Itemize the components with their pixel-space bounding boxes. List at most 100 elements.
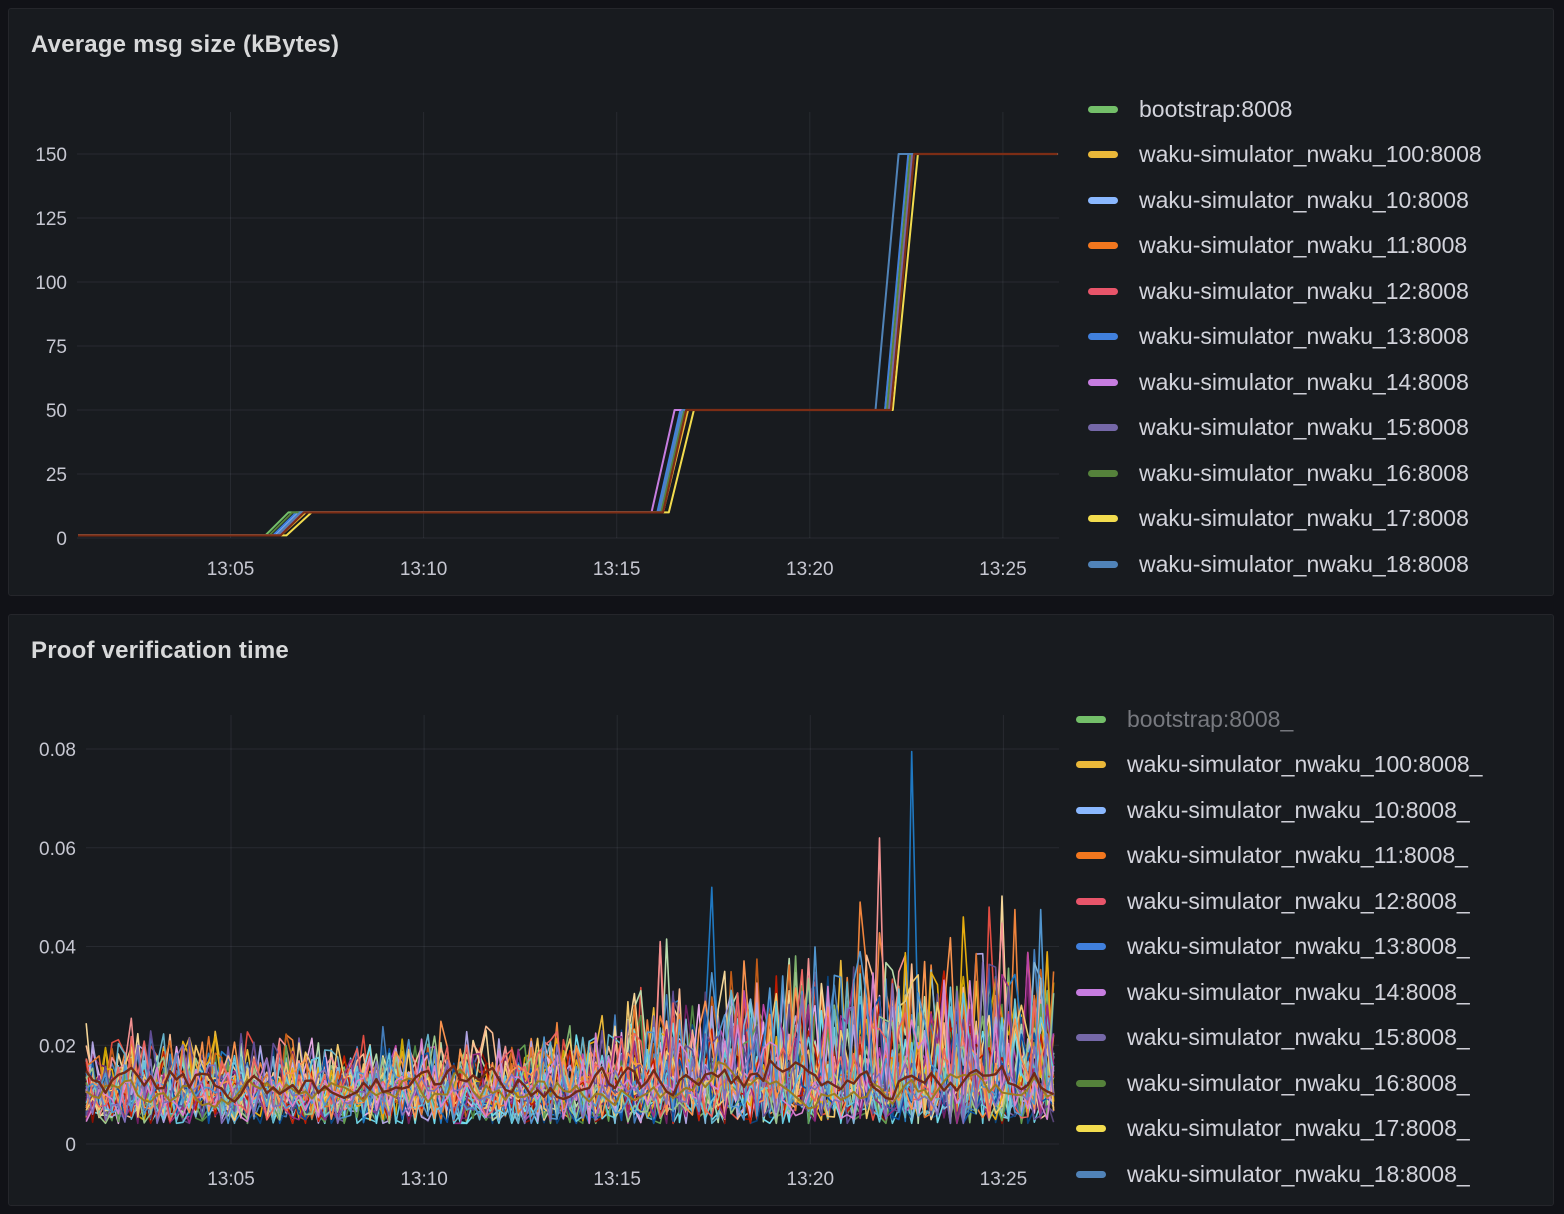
series-color-swatch-icon <box>1088 560 1118 568</box>
series-color-swatch-icon <box>1076 943 1106 950</box>
legend-label: waku-simulator_nwaku_14:8008 <box>1139 368 1469 395</box>
legend-label: waku-simulator_nwaku_16:8008_ <box>1127 1069 1470 1096</box>
legend-item[interactable]: waku-simulator_nwaku_15:8008_ <box>1076 1023 1482 1053</box>
series-line <box>85 961 1055 1125</box>
x-tick-label: 13:05 <box>207 559 255 580</box>
legend-item[interactable]: waku-simulator_nwaku_17:8008_ <box>1076 1114 1482 1144</box>
series-color-swatch-icon <box>1076 1034 1106 1041</box>
legend-item[interactable]: waku-simulator_nwaku_100:8008_ <box>1076 750 1482 780</box>
x-tick-label: 13:15 <box>593 1169 641 1190</box>
y-tick-label: 100 <box>35 273 67 294</box>
series-line <box>78 153 1058 537</box>
x-tick-label: 13:20 <box>787 1169 835 1190</box>
legend-label: waku-simulator_nwaku_11:8008 <box>1139 232 1468 258</box>
legend-label: bootstrap:8008 <box>1139 95 1293 122</box>
legend-label: waku-simulator_nwaku_16:8008 <box>1139 459 1469 486</box>
legend-item[interactable]: waku-simulator_nwaku_12:8008_ <box>1076 886 1482 916</box>
series-color-swatch-icon <box>1076 761 1106 768</box>
legend-item[interactable]: waku-simulator_nwaku_10:8008 <box>1088 185 1482 215</box>
legend-item[interactable]: waku-simulator_nwaku_100:8008 <box>1088 140 1482 170</box>
series-line <box>78 153 1058 537</box>
legend-label: waku-simulator_nwaku_10:8008_ <box>1127 796 1470 823</box>
legend-label: waku-simulator_nwaku_18:8008_ <box>1127 1160 1470 1187</box>
series-line <box>85 906 1055 1121</box>
series-line <box>78 153 1058 537</box>
x-tick-label: 13:25 <box>980 1169 1028 1190</box>
y-tick-label: 0.04 <box>39 938 76 959</box>
series-color-swatch-icon <box>1076 988 1106 996</box>
series-color-swatch-icon <box>1088 469 1118 477</box>
legend-item[interactable]: waku-simulator_nwaku_17:8008 <box>1088 504 1482 534</box>
series-line <box>78 153 1058 537</box>
legend-item[interactable]: waku-simulator_nwaku_13:8008_ <box>1076 932 1482 962</box>
legend-item[interactable]: waku-simulator_nwaku_14:8008_ <box>1076 977 1482 1007</box>
legend-item[interactable]: waku-simulator_nwaku_15:8008 <box>1088 413 1482 443</box>
panel-title[interactable]: Average msg size (kBytes) <box>31 31 340 58</box>
proof-time-chart-canvas[interactable]: 0 0.02 0.04 0.06 0.08 13:05 13:10 13:15 13:20 13:… <box>9 615 1555 1205</box>
series-color-swatch-icon <box>1088 196 1118 204</box>
y-tick-label: 50 <box>46 401 67 422</box>
series-line <box>78 152 1058 537</box>
x-tick-label: 13:25 <box>979 559 1027 580</box>
legend-label: waku-simulator_nwaku_13:8008 <box>1139 323 1469 349</box>
series-color-swatch-icon <box>1088 287 1118 295</box>
legend-item[interactable]: waku-simulator_nwaku_18:8008_ <box>1076 1159 1482 1189</box>
series-color-swatch-icon <box>1076 1170 1106 1178</box>
panel-avg-msg-size: 0 25 50 75 100 125 150 13:05 13:10 13:15 13:20 13:2… <box>8 8 1554 596</box>
legend-item[interactable]: waku-simulator_nwaku_10:8008_ <box>1076 795 1482 825</box>
panel-proof-verification-time: 0 0.02 0.04 0.06 0.08 13:05 13:10 13:15 13:20 13:… <box>8 614 1554 1206</box>
legend-label: waku-simulator_nwaku_15:8008_ <box>1127 1024 1470 1050</box>
y-tick-label: 0.08 <box>39 740 76 761</box>
series-color-swatch-icon <box>1088 151 1118 158</box>
y-tick-label: 75 <box>46 337 67 358</box>
series-color-swatch-icon <box>1088 424 1118 431</box>
panel-title[interactable]: Proof verification time <box>31 637 289 664</box>
legend-label: waku-simulator_nwaku_17:8008_ <box>1127 1115 1470 1141</box>
y-tick-label: 0.02 <box>39 1036 76 1057</box>
x-tick-label: 13:10 <box>400 559 448 580</box>
x-tick-label: 13:10 <box>400 1169 448 1190</box>
legend-label: waku-simulator_nwaku_11:8008_ <box>1127 842 1468 868</box>
legend-label: waku-simulator_nwaku_100:8008 <box>1139 141 1482 167</box>
series-color-swatch-icon <box>1076 806 1106 814</box>
legend: bootstrap:8008_ waku-simulator_nwaku_100:… <box>1076 704 1482 1205</box>
series-line <box>85 1061 1055 1110</box>
series-line <box>78 153 1058 537</box>
series-line <box>78 153 1058 537</box>
legend-item[interactable]: waku-simulator_nwaku_11:8008_ <box>1076 841 1482 871</box>
series-color-swatch-icon <box>1076 715 1106 723</box>
legend-item[interactable]: waku-simulator_nwaku_14:8008 <box>1088 367 1482 397</box>
legend-item[interactable]: waku-simulator_nwaku_16:8008_ <box>1076 1068 1482 1098</box>
legend-label: waku-simulator_nwaku_18:8008 <box>1139 550 1469 577</box>
series-color-swatch-icon <box>1076 1079 1106 1087</box>
legend-label: waku-simulator_nwaku_100:8008_ <box>1127 751 1483 777</box>
y-tick-label: 150 <box>35 145 67 166</box>
series-line <box>78 153 1058 537</box>
legend-item[interactable]: waku-simulator_nwaku_12:8008 <box>1088 276 1482 306</box>
legend-label: waku-simulator_nwaku_15:8008 <box>1139 414 1469 440</box>
legend-item[interactable]: waku-simulator_nwaku_18:8008 <box>1088 549 1482 579</box>
legend-item[interactable]: bootstrap:8008 <box>1088 94 1482 124</box>
series-color-swatch-icon <box>1088 378 1118 386</box>
x-tick-label: 13:05 <box>207 1169 255 1190</box>
legend-label: waku-simulator_nwaku_13:8008_ <box>1127 933 1470 959</box>
series-color-swatch-icon <box>1076 897 1106 905</box>
y-tick-label: 25 <box>46 465 67 486</box>
legend-label: waku-simulator_nwaku_12:8008_ <box>1127 887 1470 914</box>
legend-item[interactable]: waku-simulator_nwaku_11:8008 <box>1088 231 1482 261</box>
y-tick-label: 125 <box>35 209 67 230</box>
x-tick-label: 13:20 <box>786 559 834 580</box>
series-color-swatch-icon <box>1088 333 1118 340</box>
legend-item[interactable]: waku-simulator_nwaku_13:8008 <box>1088 322 1482 352</box>
y-tick-label: 0 <box>65 1135 76 1156</box>
msg-size-chart-canvas[interactable]: 0 25 50 75 100 125 150 13:05 13:10 13:15 13:20 13:2… <box>9 9 1555 595</box>
series-line <box>78 153 1058 537</box>
series-color-swatch-icon <box>1088 515 1118 522</box>
y-tick-label: 0.06 <box>39 839 76 860</box>
legend-item[interactable]: bootstrap:8008_ <box>1076 704 1482 734</box>
legend-item[interactable]: waku-simulator_nwaku_16:8008 <box>1088 458 1482 488</box>
series-color-swatch-icon <box>1076 1125 1106 1132</box>
legend-label: waku-simulator_nwaku_14:8008_ <box>1127 978 1470 1005</box>
series-color-swatch-icon <box>1088 105 1118 113</box>
